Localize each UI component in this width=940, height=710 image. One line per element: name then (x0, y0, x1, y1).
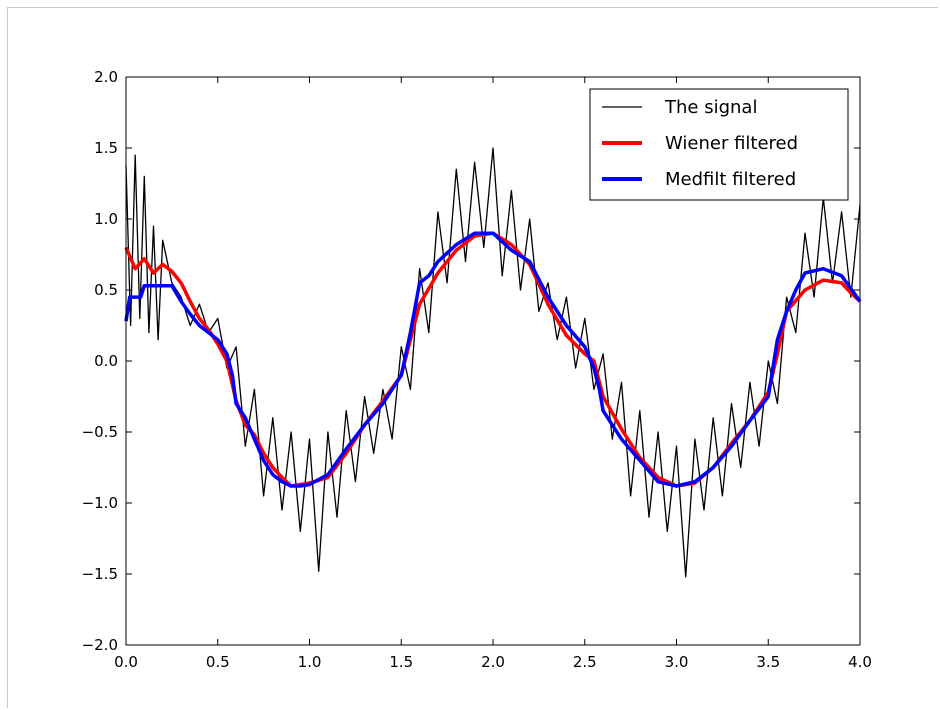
x-tick-label: 3.5 (756, 653, 780, 671)
y-tick-label: 0.0 (94, 352, 118, 370)
y-tick-label: 1.5 (94, 139, 118, 157)
x-tick-label: 1.5 (389, 653, 413, 671)
series-line-3 (126, 233, 860, 486)
series-line-2 (126, 233, 860, 486)
series-layer (126, 148, 860, 577)
y-tick-label: −1.0 (82, 494, 118, 512)
legend: The signal Wiener filtered Medfilt filtere… (590, 89, 848, 200)
x-tick-label: 2.0 (481, 653, 505, 671)
x-tick-label: 3.0 (665, 653, 689, 671)
y-tick-label: 0.5 (94, 281, 118, 299)
y-tick-label: −2.0 (82, 636, 118, 654)
y-tick-label: −1.5 (82, 565, 118, 583)
y-tick-label: 2.0 (94, 68, 118, 86)
legend-label: Wiener filtered (665, 133, 798, 154)
legend-label: Medfilt filtered (665, 169, 796, 190)
y-tick-label: −0.5 (82, 423, 118, 441)
x-tick-label: 4.0 (848, 653, 872, 671)
x-tick-label: 0.5 (206, 653, 230, 671)
legend-label: The signal (664, 97, 757, 118)
series-line-1 (126, 148, 860, 577)
x-tick-label: 2.5 (573, 653, 597, 671)
x-tick-label: 1.0 (298, 653, 322, 671)
y-tick-label: 1.0 (94, 210, 118, 228)
x-tick-label: 0.0 (114, 653, 138, 671)
